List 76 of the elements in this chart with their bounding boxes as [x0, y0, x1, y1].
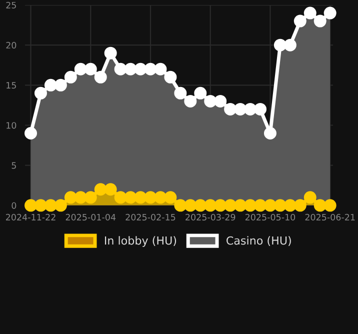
- point: [114, 191, 127, 204]
- point: [54, 199, 67, 212]
- point: [224, 102, 237, 116]
- point: [104, 183, 117, 196]
- point: [44, 199, 57, 212]
- point: [304, 191, 316, 204]
- point: [124, 62, 137, 76]
- point: [254, 199, 266, 212]
- x-tick-label: 2025-03-29: [186, 214, 236, 221]
- point: [134, 62, 147, 76]
- point: [94, 70, 107, 84]
- point: [164, 191, 177, 204]
- point: [304, 6, 316, 20]
- point: [54, 78, 67, 92]
- point: [214, 199, 227, 212]
- x-tick-label: 2024-11-22: [6, 214, 56, 221]
- point: [104, 46, 117, 60]
- legend-label: Casino (HU): [226, 236, 291, 246]
- point: [244, 199, 257, 212]
- point: [174, 86, 187, 100]
- point: [314, 199, 326, 212]
- point: [34, 86, 47, 100]
- point: [284, 199, 296, 212]
- x-tick-label: 2025-05-10: [245, 214, 296, 221]
- legend-label: In lobby (HU): [104, 236, 176, 247]
- point: [24, 199, 38, 212]
- point: [214, 94, 227, 108]
- point: [274, 38, 286, 52]
- point: [184, 199, 197, 212]
- point: [144, 191, 157, 204]
- point: [174, 199, 187, 212]
- point: [234, 102, 247, 116]
- point: [184, 94, 197, 108]
- point: [204, 199, 217, 212]
- point: [24, 127, 38, 140]
- point: [294, 14, 306, 28]
- y-tick-label: 20: [6, 42, 16, 49]
- point: [324, 6, 336, 20]
- point: [314, 14, 326, 28]
- y-tick-label: 5: [12, 162, 16, 169]
- x-tick-label: 2025-06-21: [305, 214, 355, 221]
- point: [84, 62, 97, 76]
- point: [254, 102, 266, 116]
- y-tick-label: 10: [6, 122, 16, 129]
- point: [144, 62, 157, 76]
- point: [134, 191, 147, 204]
- point: [284, 38, 296, 52]
- point: [164, 70, 177, 84]
- point: [194, 199, 207, 212]
- y-tick-label: 0: [12, 202, 16, 209]
- point: [154, 62, 167, 76]
- point: [194, 86, 207, 100]
- x-tick-label: 2025-01-04: [66, 214, 116, 221]
- point: [154, 191, 167, 204]
- y-tick-label: 15: [6, 82, 16, 89]
- point: [244, 102, 257, 116]
- point: [64, 191, 77, 204]
- point: [34, 199, 47, 212]
- point: [124, 191, 137, 204]
- y-tick-label: 25: [6, 2, 16, 8]
- point: [84, 191, 97, 204]
- point: [94, 183, 107, 196]
- point: [114, 62, 127, 76]
- x-tick-label: 2025-02-15: [126, 214, 176, 221]
- point: [204, 94, 217, 108]
- point: [224, 199, 237, 212]
- point: [264, 199, 276, 212]
- point: [274, 199, 286, 212]
- point: [64, 70, 77, 84]
- point: [294, 199, 306, 212]
- point: [74, 191, 87, 204]
- point: [234, 199, 247, 212]
- point: [324, 199, 336, 212]
- point: [74, 62, 87, 76]
- point: [44, 78, 57, 92]
- point: [264, 127, 276, 140]
